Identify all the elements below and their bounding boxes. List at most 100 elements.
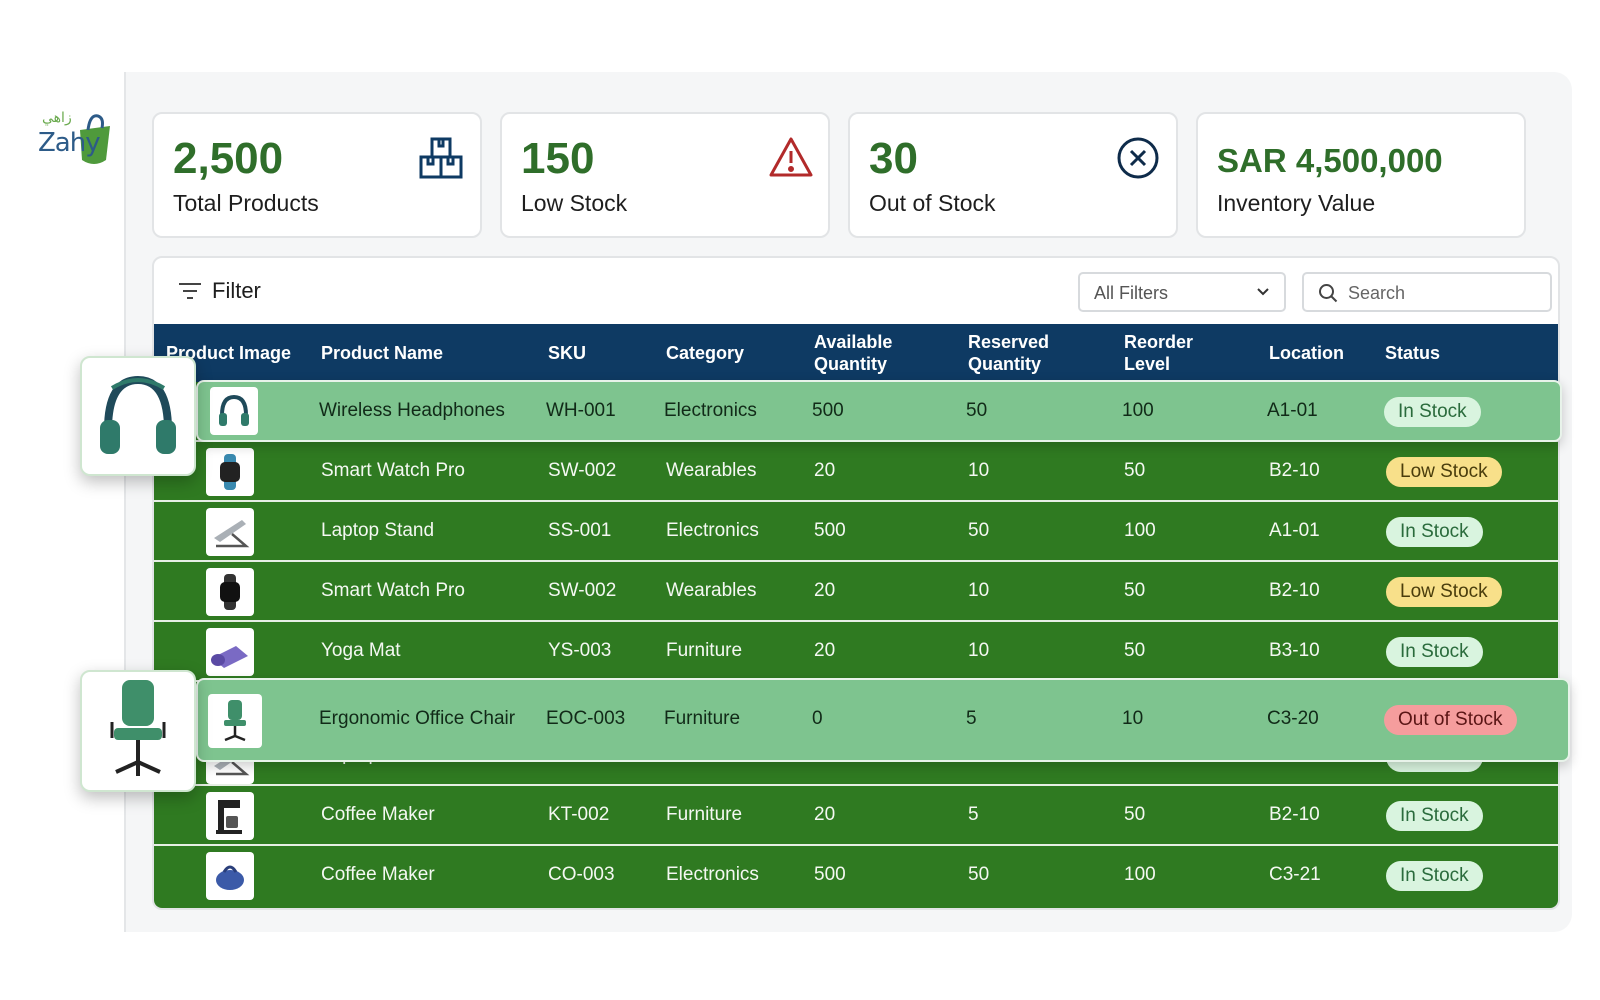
brand-arabic: زاهي xyxy=(42,110,72,126)
header-line: Available xyxy=(814,332,893,352)
cell-category: Electronics xyxy=(664,400,757,421)
cell-location: C3-20 xyxy=(1267,708,1319,729)
status-badge: In Stock xyxy=(1386,801,1483,831)
header-reorder-level[interactable]: Reorder Level xyxy=(1124,331,1193,375)
cell-available: 20 xyxy=(814,580,836,601)
table-row[interactable]: Smart Watch Pro SW-002 Wearables 20 10 5… xyxy=(154,442,1558,502)
cell-location: B2-10 xyxy=(1269,460,1320,481)
table-row[interactable]: Coffee Maker CO-003 Electronics 500 50 1… xyxy=(154,846,1558,908)
stat-card-out-of-stock: 30 Out of Stock xyxy=(848,112,1178,238)
cell-available: 20 xyxy=(814,640,836,661)
stat-value: 30 xyxy=(869,134,918,183)
cell-product-name: Wireless Headphones xyxy=(319,400,505,421)
status-badge: In Stock xyxy=(1386,861,1483,891)
cell-product-name: Ergonomic Office Chair xyxy=(319,708,516,729)
cell-sku: KT-002 xyxy=(548,804,610,825)
cell-reserved: 10 xyxy=(968,640,990,661)
search-box[interactable] xyxy=(1302,272,1552,312)
cell-sku: WH-001 xyxy=(546,400,616,421)
yoga-mat-icon xyxy=(211,646,248,668)
header-product-image[interactable]: Product Image xyxy=(166,343,292,363)
stat-label: Total Products xyxy=(173,190,319,216)
floating-product-image-headphones xyxy=(80,356,196,476)
brand-name: Zahy xyxy=(38,128,101,158)
table-row[interactable]: Coffee Maker KT-002 Furniture 20 5 50 B2… xyxy=(154,786,1558,846)
cell-product-name: Smart Watch Pro xyxy=(321,460,465,481)
inventory-table-card: Filter All Filters Product Image Product… xyxy=(152,256,1560,910)
search-icon xyxy=(1319,284,1338,303)
header-reserved-quantity[interactable]: Reserved Quantity xyxy=(968,331,1049,375)
stat-value: SAR 4,500,000 xyxy=(1217,142,1443,179)
office-chair-icon xyxy=(110,680,166,776)
filter-label[interactable]: Filter xyxy=(212,278,261,303)
cell-product-name: Yoga Mat xyxy=(321,640,401,661)
all-filters-select[interactable]: All Filters xyxy=(1078,272,1286,312)
header-sku[interactable]: SKU xyxy=(548,343,587,363)
header-line: Reserved xyxy=(968,332,1050,352)
cell-reserved: 10 xyxy=(968,580,990,601)
warning-icon xyxy=(769,137,813,177)
header-location[interactable]: Location xyxy=(1269,343,1344,363)
header-available-quantity[interactable]: Available Quantity xyxy=(814,331,892,375)
cell-available: 500 xyxy=(814,520,846,541)
cell-available: 500 xyxy=(812,400,844,421)
cell-reserved: 5 xyxy=(966,708,977,729)
cell-category: Wearables xyxy=(666,460,757,481)
cell-reserved: 50 xyxy=(966,400,988,421)
cell-reorder: 50 xyxy=(1124,460,1146,481)
smartwatch-icon xyxy=(220,454,240,490)
product-thumbnail xyxy=(206,792,254,840)
product-thumbnail xyxy=(206,852,254,900)
cell-sku: SS-001 xyxy=(548,520,612,541)
cell-category: Furniture xyxy=(664,708,741,729)
boxes-icon xyxy=(419,137,463,179)
status-badge: Low Stock xyxy=(1386,457,1502,487)
brand-logo: زاهي Zahy xyxy=(36,106,126,170)
filter-icon[interactable] xyxy=(178,282,202,300)
stat-card-inventory-value: SAR 4,500,000 Inventory Value xyxy=(1196,112,1526,238)
header-category[interactable]: Category xyxy=(666,343,745,363)
status-badge: Low Stock xyxy=(1386,577,1502,607)
cell-location: C3-21 xyxy=(1269,864,1321,885)
cell-available: 0 xyxy=(812,708,823,729)
product-thumbnail xyxy=(206,448,254,496)
table-row[interactable]: Smart Watch Pro SW-002 Wearables 20 10 5… xyxy=(154,562,1558,622)
cell-location: B3-10 xyxy=(1269,640,1320,661)
stat-label: Low Stock xyxy=(521,190,628,216)
cell-sku: SW-002 xyxy=(548,580,617,601)
laptop-stand-icon xyxy=(214,520,250,548)
table-row[interactable]: Laptop Stand SS-001 Electronics 500 50 1… xyxy=(154,502,1558,562)
cell-available: 20 xyxy=(814,460,836,481)
mouse-icon xyxy=(216,865,244,890)
cell-sku: SW-002 xyxy=(548,460,617,481)
header-line: Quantity xyxy=(968,354,1042,374)
floating-product-image-office-chair xyxy=(80,670,196,792)
cell-category: Wearables xyxy=(666,580,757,601)
filter-bar: Filter All Filters xyxy=(154,258,1558,324)
status-badge: In Stock xyxy=(1384,397,1481,427)
header-status[interactable]: Status xyxy=(1385,343,1441,363)
stat-card-total-products: 2,500 Total Products xyxy=(152,112,482,238)
cell-reserved: 10 xyxy=(968,460,990,481)
product-thumbnail xyxy=(208,694,262,748)
coffee-maker-icon xyxy=(216,800,242,834)
cell-reserved: 50 xyxy=(968,864,990,885)
cell-product-name: Smart Watch Pro xyxy=(321,580,465,601)
cell-reorder: 10 xyxy=(1122,708,1144,729)
stat-label: Inventory Value xyxy=(1217,190,1376,216)
smartwatch-icon xyxy=(220,574,240,610)
search-input[interactable] xyxy=(1348,278,1544,308)
cell-category: Furniture xyxy=(666,640,743,661)
header-product-name[interactable]: Product Name xyxy=(321,343,444,363)
table-row-highlighted[interactable]: Ergonomic Office Chair EOC-003 Furniture… xyxy=(196,678,1570,762)
stat-value: 2,500 xyxy=(173,134,284,183)
cell-product-name: Coffee Maker xyxy=(321,804,435,825)
cell-reorder: 100 xyxy=(1124,520,1156,541)
table-row[interactable]: Yoga Mat YS-003 Furniture 20 10 50 B3-10… xyxy=(154,622,1558,682)
headphones-icon xyxy=(100,375,176,454)
product-thumbnail xyxy=(206,628,254,676)
cell-reorder: 50 xyxy=(1124,580,1146,601)
stat-label: Out of Stock xyxy=(869,190,996,216)
cell-available: 20 xyxy=(814,804,836,825)
table-row-highlighted[interactable]: Wireless Headphones WH-001 Electronics 5… xyxy=(196,380,1562,442)
